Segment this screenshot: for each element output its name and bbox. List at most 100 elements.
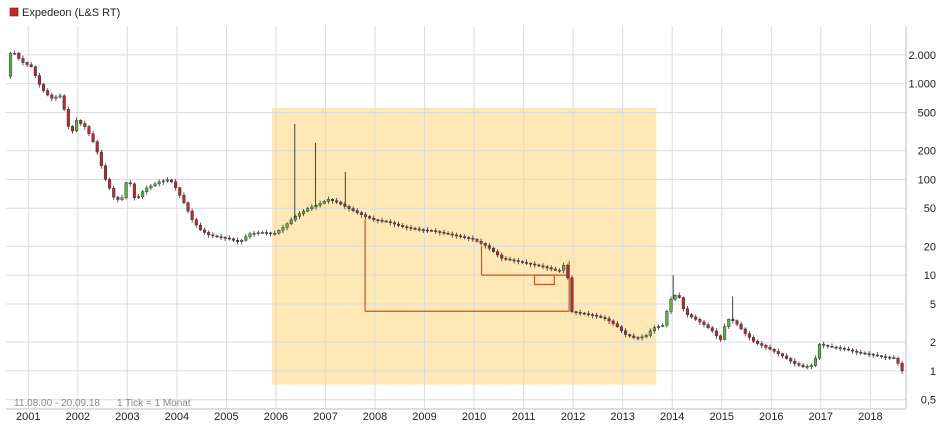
candle-body — [846, 348, 850, 351]
candle-body — [359, 212, 363, 215]
candle-body — [458, 235, 462, 238]
candle-body — [454, 234, 458, 237]
annotation-box — [533, 274, 555, 286]
candle-body — [735, 320, 739, 325]
candle-body — [248, 233, 252, 237]
candle-body — [673, 295, 677, 300]
candle — [648, 328, 652, 338]
candle-body — [797, 363, 801, 366]
candle-body — [281, 227, 285, 231]
candle-body — [863, 352, 867, 355]
candle — [372, 215, 376, 223]
candle — [83, 120, 87, 130]
candle-body — [698, 319, 702, 323]
x-tick-label: 2005 — [214, 411, 238, 423]
candle-body — [512, 259, 516, 262]
candle-body — [198, 224, 202, 231]
candle-body — [310, 206, 314, 209]
candle — [491, 246, 496, 253]
candle — [108, 177, 112, 190]
x-tick-label: 2012 — [561, 411, 585, 423]
candle — [512, 258, 516, 264]
candle-body — [615, 323, 619, 328]
candle-body — [483, 243, 487, 246]
candle-body — [805, 366, 809, 368]
candle-body — [124, 182, 128, 198]
candle — [859, 349, 863, 355]
legend-marker — [9, 7, 19, 17]
candle — [186, 201, 190, 214]
candle — [128, 179, 132, 187]
candle-body — [145, 187, 149, 192]
candle — [157, 179, 161, 187]
candle-body — [851, 349, 855, 352]
candle-body — [516, 260, 520, 262]
candle — [335, 197, 339, 205]
candle — [603, 315, 607, 321]
candle-body — [487, 245, 491, 249]
candle — [520, 260, 524, 264]
candle-body — [520, 261, 524, 263]
candle — [79, 119, 83, 126]
candle — [120, 194, 124, 202]
candle-body — [644, 335, 648, 338]
candle — [541, 263, 545, 270]
candle — [277, 229, 281, 235]
candle-body — [50, 94, 54, 99]
candle — [351, 206, 355, 213]
candle — [425, 227, 429, 233]
candle — [661, 322, 665, 328]
candle-body — [293, 215, 297, 221]
candle — [330, 198, 335, 204]
candle — [842, 346, 846, 352]
candle-body — [582, 312, 586, 315]
candle — [231, 237, 235, 242]
candle-body — [591, 314, 595, 316]
candle — [297, 211, 302, 220]
y-tick-label: 20 — [924, 241, 936, 253]
candle — [892, 355, 896, 360]
candle-body — [636, 337, 640, 339]
candle-body — [244, 236, 248, 241]
candle-body — [37, 75, 41, 85]
candle-body — [768, 347, 772, 350]
candle — [884, 353, 888, 361]
candle — [240, 238, 244, 245]
candle — [446, 231, 450, 236]
candle-body — [285, 223, 289, 228]
candle — [50, 92, 54, 102]
candle-body — [471, 237, 475, 240]
candle-body — [871, 353, 875, 356]
candle — [797, 361, 801, 368]
candle — [326, 196, 330, 204]
candle-body — [112, 187, 116, 198]
candle-body — [99, 151, 103, 166]
candle — [409, 225, 413, 232]
candle — [219, 233, 223, 241]
candle — [718, 334, 723, 342]
x-tick-label: 2016 — [759, 411, 783, 423]
candle — [851, 348, 855, 354]
candle-body — [549, 267, 553, 270]
candle — [141, 189, 145, 199]
candle-body — [562, 265, 566, 271]
candle — [413, 226, 417, 231]
candle — [483, 242, 487, 249]
x-tick-label: 2017 — [809, 411, 833, 423]
candle-body — [450, 233, 454, 236]
candle-body — [892, 357, 896, 359]
candle — [888, 355, 892, 361]
candle-body — [706, 324, 710, 328]
candle-body — [302, 210, 306, 214]
candle — [508, 256, 512, 262]
candle — [702, 319, 706, 328]
candle-body — [326, 199, 330, 202]
candle — [417, 226, 421, 232]
candle-body — [178, 187, 182, 196]
y-tick-label: 5 — [930, 299, 936, 311]
candle-body — [776, 351, 780, 354]
candle — [739, 321, 743, 331]
candle-body — [405, 226, 409, 229]
candle — [306, 206, 310, 213]
candle — [66, 106, 70, 130]
